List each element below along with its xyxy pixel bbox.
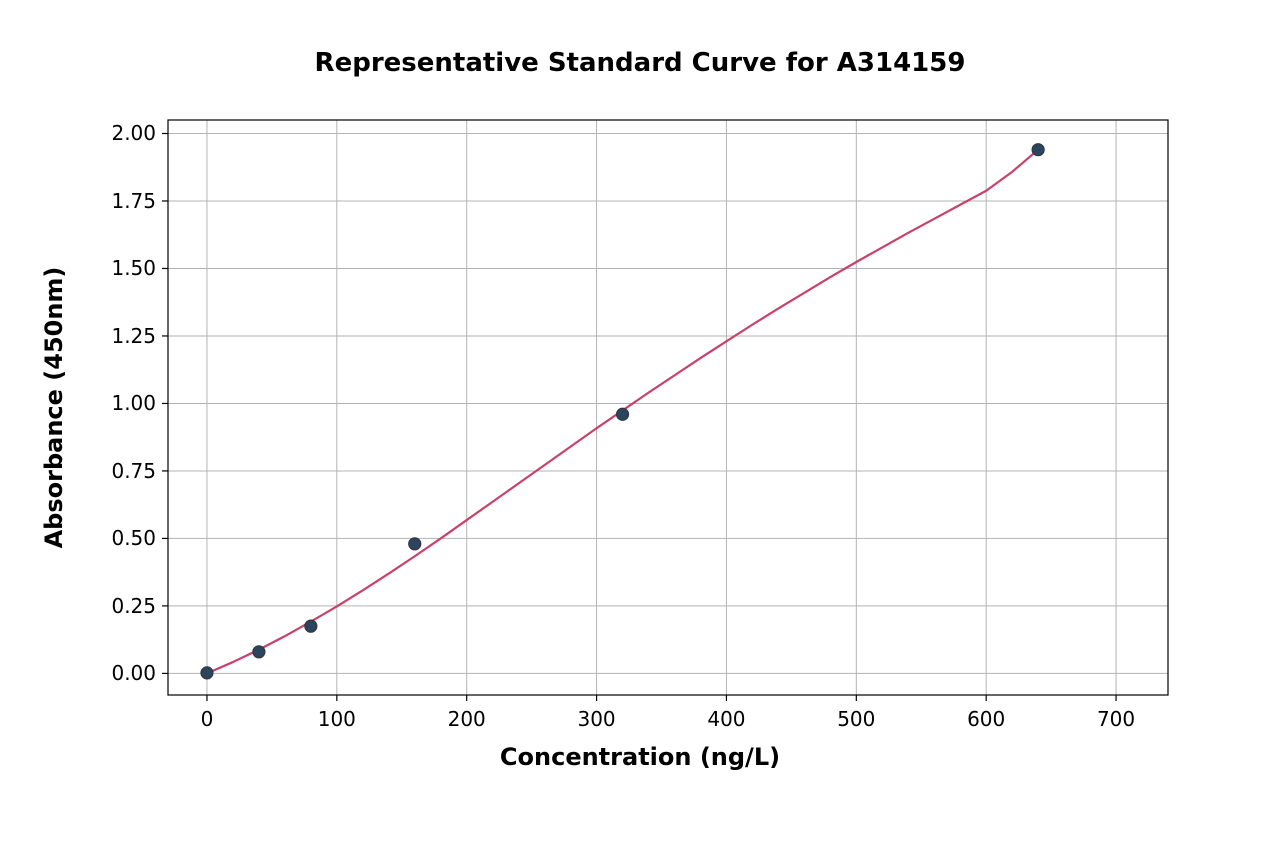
y-tick-label: 2.00 (111, 121, 156, 145)
y-tick-label: 0.75 (111, 459, 156, 483)
x-tick-label: 200 (448, 707, 486, 731)
x-tick-label: 0 (201, 707, 214, 731)
y-tick-label: 0.00 (111, 661, 156, 685)
chart-figure: Representative Standard Curve for A31415… (0, 0, 1280, 845)
x-tick-label: 400 (707, 707, 745, 731)
y-tick-label: 1.50 (111, 256, 156, 280)
y-tick-label: 0.25 (111, 594, 156, 618)
x-tick-label: 600 (967, 707, 1005, 731)
y-tick-label: 1.00 (111, 391, 156, 415)
x-tick-label: 700 (1097, 707, 1135, 731)
x-tick-label: 100 (318, 707, 356, 731)
plot-area (0, 0, 1280, 845)
x-tick-label: 300 (577, 707, 615, 731)
y-tick-label: 1.25 (111, 324, 156, 348)
y-tick-label: 0.50 (111, 526, 156, 550)
y-tick-label: 1.75 (111, 189, 156, 213)
x-tick-label: 500 (837, 707, 875, 731)
